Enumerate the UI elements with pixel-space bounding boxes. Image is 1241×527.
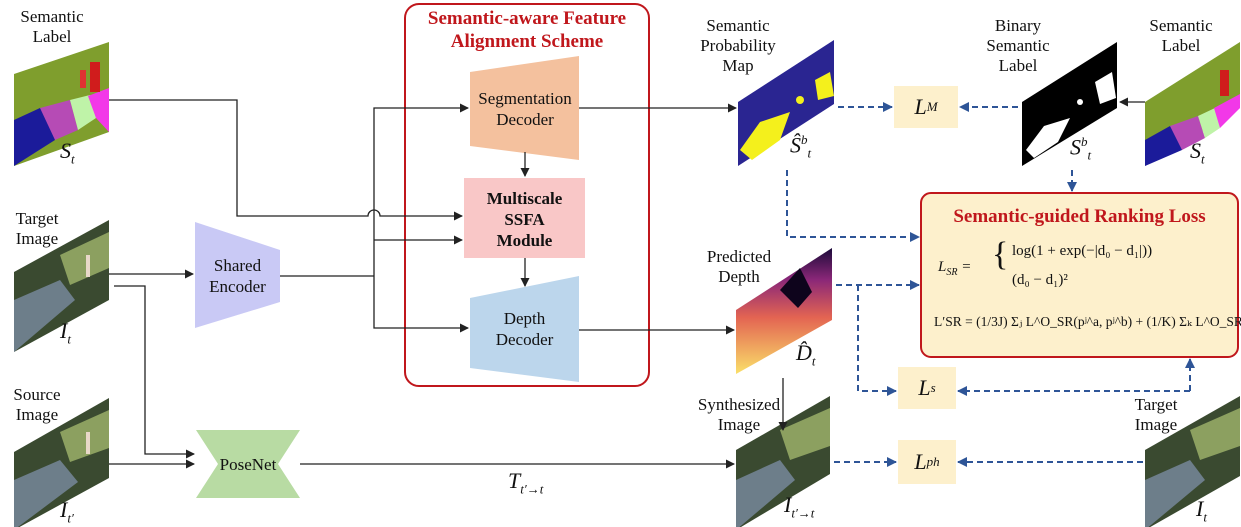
semantic-label-left-symbol: St xyxy=(60,138,75,167)
target-image-left xyxy=(14,220,109,352)
arrow-target-to-posenet xyxy=(114,285,195,459)
ranking-eq2: L′SR = (1/3J) Σⱼ L^O_SR(pʲ^a, pʲ^b) + (1… xyxy=(934,314,1241,329)
synthesized-image-title: Synthesized Image xyxy=(697,395,781,434)
posenet-label: PoseNet xyxy=(219,454,277,474)
predicted-depth-title: Predicted Depth xyxy=(706,247,772,286)
arrow-encoder-to-seg xyxy=(373,103,469,276)
semantic-label-image-right xyxy=(1145,42,1240,166)
semantic-prob-map-symbol: Ŝbt xyxy=(790,132,812,161)
synthesized-image xyxy=(736,396,830,527)
arrow-encoder-to-depth xyxy=(373,276,469,333)
target-image-right-symbol: It xyxy=(1196,496,1207,525)
loss-ls-box xyxy=(898,367,956,409)
segmentation-decoder-label: Segmentation Decoder xyxy=(478,89,572,129)
alignment-scheme-title: Semantic-aware Feature Alignment Scheme xyxy=(427,8,627,52)
loss-lm-box xyxy=(894,86,958,128)
depth-decoder-label: Depth Decoder xyxy=(495,309,554,349)
semantic-probability-map-image xyxy=(738,40,834,166)
shared-encoder-label: Shared Encoder xyxy=(209,256,266,296)
ssfa-module-shape xyxy=(464,178,585,258)
ranking-loss-title: Semantic-guided Ranking Loss xyxy=(953,206,1206,227)
depth-decoder-shape xyxy=(470,276,579,382)
posenet-shape xyxy=(196,430,300,498)
binary-semantic-label-symbol: Sbt xyxy=(1070,134,1092,163)
source-image-symbol: It′ xyxy=(60,497,74,526)
source-image xyxy=(14,398,109,527)
pose-transform-symbol: Tt′→t xyxy=(508,468,544,497)
predicted-depth-image xyxy=(736,248,832,374)
source-image-title: Source Image xyxy=(13,385,61,424)
ranking-eq1-brace: { xyxy=(992,236,1009,273)
ranking-loss-box xyxy=(920,192,1239,358)
semantic-prob-map-title: Semantic Probability Map xyxy=(700,16,776,75)
semantic-label-left-title: Semantic Label xyxy=(20,7,84,46)
ranking-eq1-case1: log(1 + exp(−|d₀ − d₁|)) xyxy=(1012,243,1153,259)
predicted-depth-symbol: D̂t xyxy=(796,340,816,369)
binary-semantic-label-image xyxy=(1022,42,1117,166)
semantic-label-right-symbol: St xyxy=(1190,138,1205,167)
target-image-left-symbol: It xyxy=(60,318,71,347)
semantic-label-image-left xyxy=(14,42,109,166)
dash-probmap-to-ranking xyxy=(786,170,920,242)
arrow-semlabel-to-ssfa xyxy=(109,99,463,221)
shared-encoder-shape xyxy=(195,222,280,328)
dash-depth-to-ls xyxy=(857,285,897,396)
ranking-eq1-case2: (d₀ − d₁)² xyxy=(1012,272,1068,288)
target-image-right xyxy=(1145,396,1240,527)
loss-lph-box xyxy=(898,440,956,484)
alignment-scheme-border xyxy=(404,3,650,387)
ranking-eq1-lhs: LSR = xyxy=(938,259,972,278)
synthesized-image-symbol: It′→t xyxy=(784,492,815,521)
binary-semantic-label-title: Binary Semantic Label xyxy=(986,16,1050,75)
ssfa-module-label: Multiscale SSFA Module xyxy=(486,188,563,250)
target-image-left-title: Target Image xyxy=(15,209,59,248)
semantic-label-right-title: Semantic Label xyxy=(1149,16,1213,55)
target-image-right-title: Target Image xyxy=(1134,395,1178,434)
segmentation-decoder-shape xyxy=(470,56,579,160)
